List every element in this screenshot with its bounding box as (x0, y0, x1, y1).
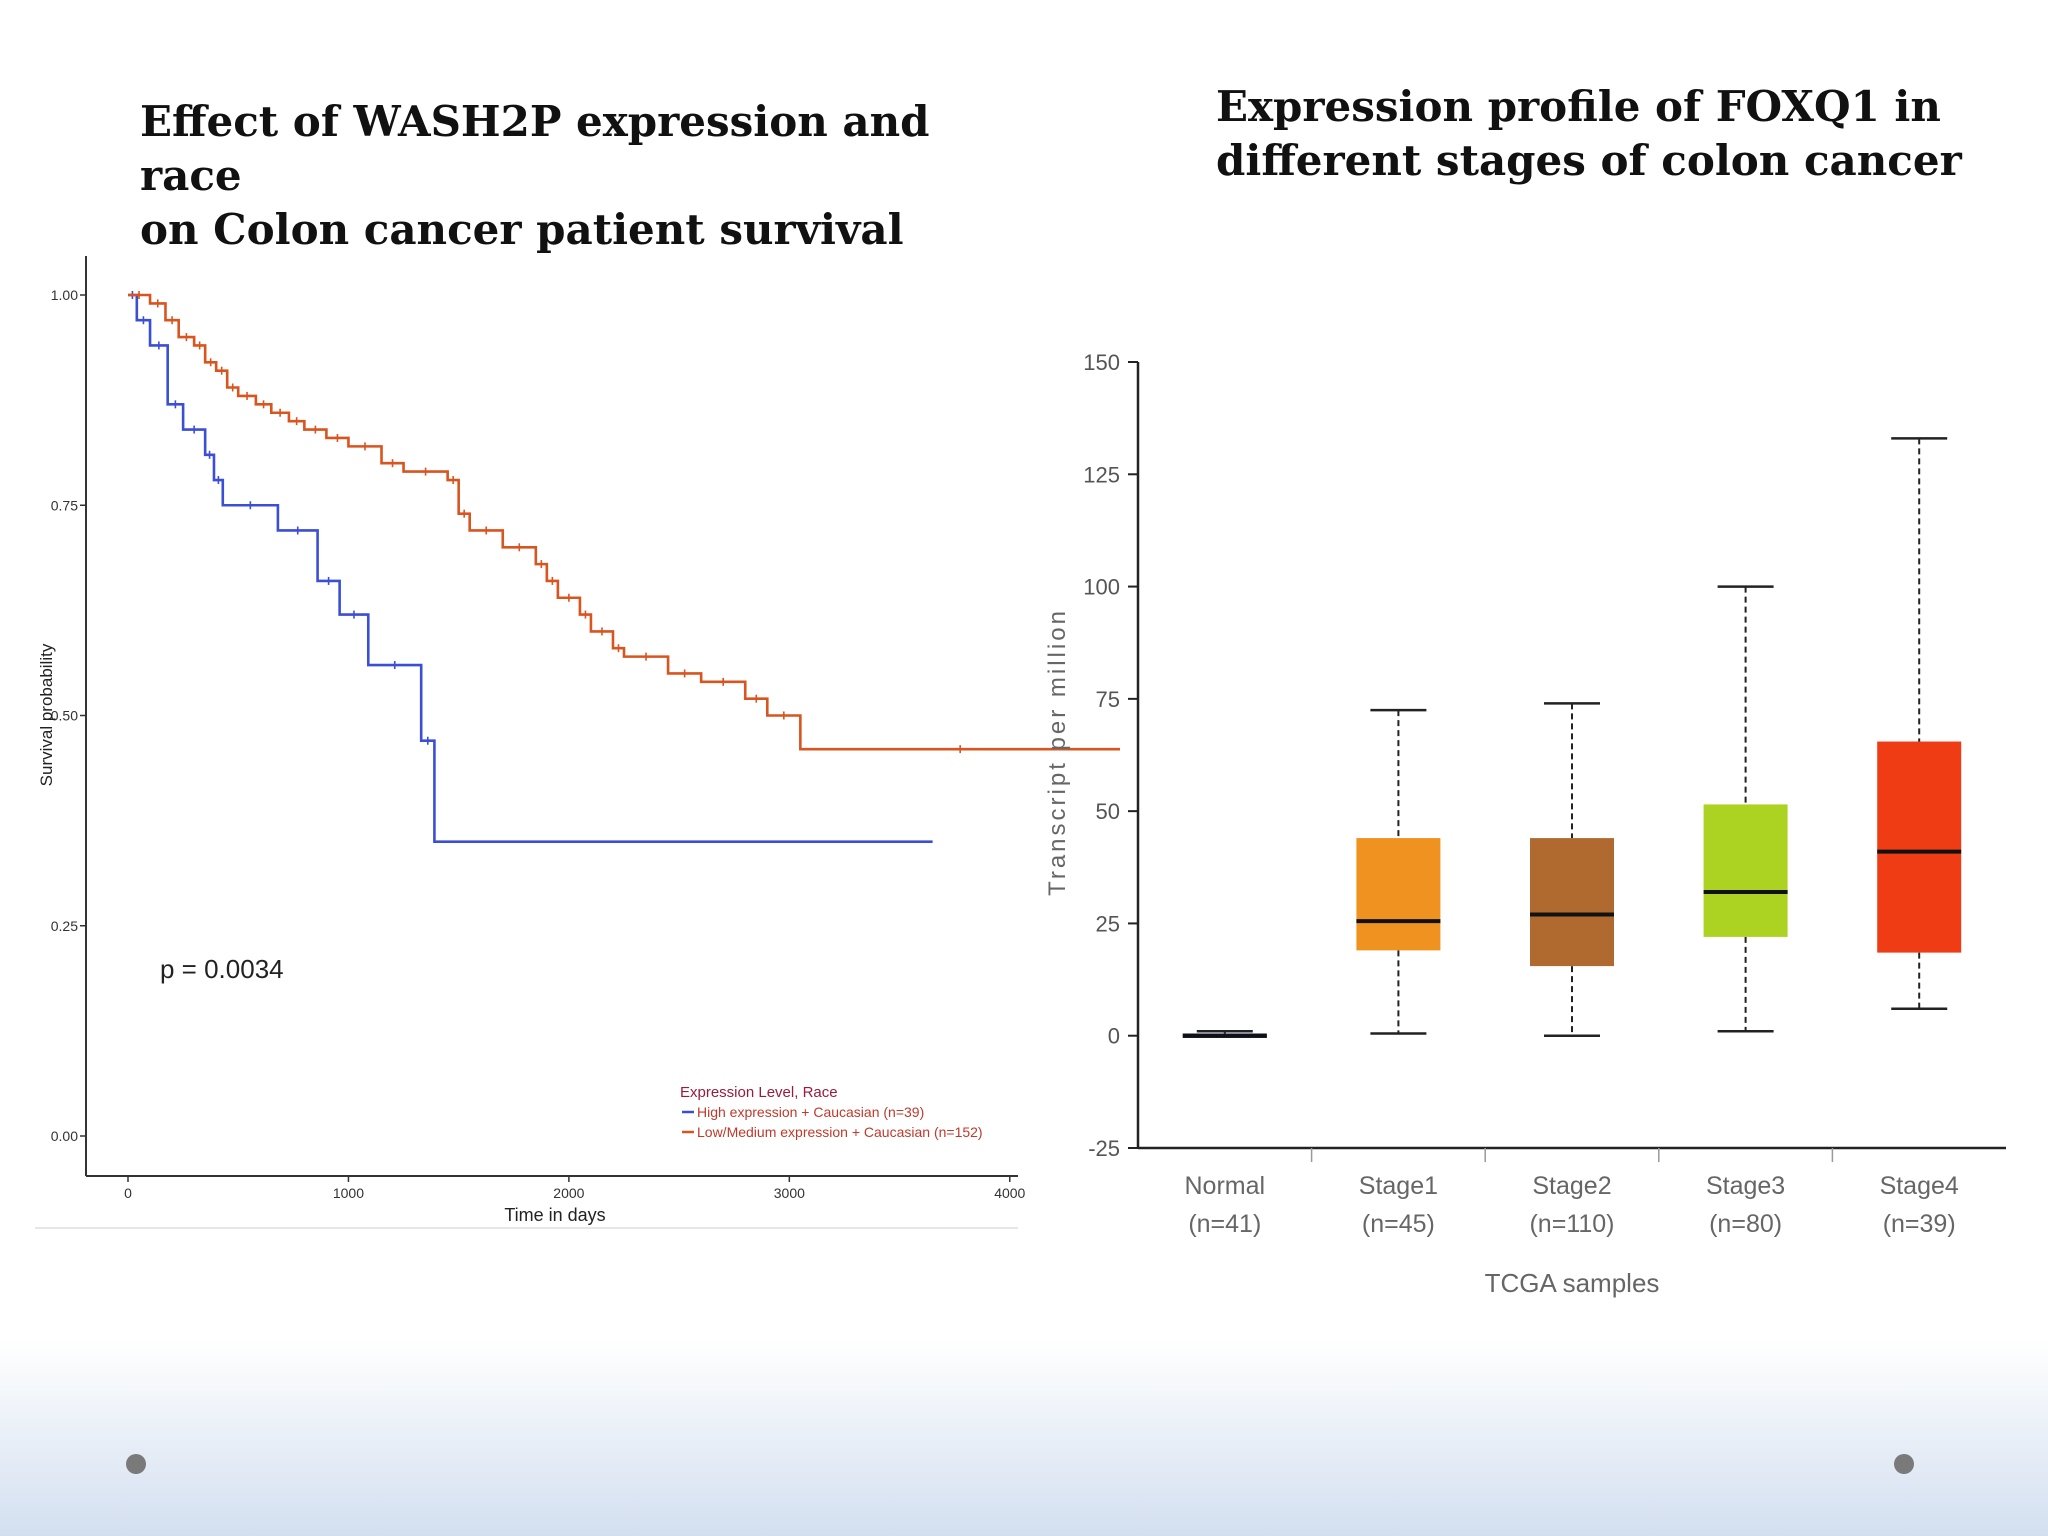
km-legend-entry-0: High expression + Caucasian (n=39) (697, 1104, 924, 1120)
box-y-tick-label: 125 (1083, 462, 1120, 487)
box-group-n-label: (n=39) (1883, 1210, 1956, 1238)
box-group-n-label: (n=110) (1529, 1210, 1614, 1238)
km-p-value: p = 0.0034 (160, 954, 284, 984)
right-chart-title: Expression profile of FOXQ1 in different… (1216, 82, 1962, 185)
box-group-label: Stage2 (1532, 1172, 1611, 1200)
box-y-axis-label: Transcript per million (1044, 608, 1071, 896)
box-group-label: Normal (1185, 1172, 1266, 1200)
km-y-axis-label: Survival probability (37, 643, 56, 786)
box-y-tick-label: 50 (1096, 799, 1120, 824)
km-x-tick-label: 0 (124, 1185, 132, 1201)
km-x-tick-label: 3000 (774, 1185, 805, 1201)
km-legend-title: Expression Level, Race (680, 1084, 838, 1101)
box-group-n-label: (n=45) (1362, 1210, 1435, 1238)
box-stage2 (1530, 838, 1614, 967)
box-y-tick-label: 0 (1108, 1024, 1120, 1049)
box-y-tick-label: 75 (1096, 687, 1120, 712)
km-x-tick-label: 1000 (333, 1185, 364, 1201)
box-group-n-label: (n=41) (1188, 1210, 1261, 1238)
box-y-tick-label: 100 (1083, 575, 1120, 600)
km-x-tick-label: 4000 (994, 1185, 1025, 1201)
km-y-tick-label: 1.00 (51, 287, 78, 303)
box-x-axis-label: TCGA samples (1485, 1268, 1660, 1298)
left-chart-title: Effect of WASH2P expression and race on … (140, 97, 930, 254)
box-stage1 (1356, 838, 1441, 951)
km-y-tick-label: 0.50 (51, 708, 78, 724)
km-y-tick-label: 0.75 (51, 497, 78, 513)
km-x-tick-label: 2000 (553, 1185, 584, 1201)
box-group-label: Stage1 (1359, 1172, 1438, 1200)
km-x-axis-label: Time in days (504, 1205, 605, 1225)
km-y-tick-label: 0.25 (51, 918, 78, 934)
box-stage3 (1703, 804, 1788, 937)
box-group-label: Stage3 (1706, 1172, 1785, 1200)
slide-bullet-left (126, 1454, 146, 1474)
box-group-n-label: (n=80) (1709, 1210, 1782, 1238)
box-group-label: Stage4 (1880, 1172, 1959, 1200)
km-legend-entry-1: Low/Medium expression + Caucasian (n=152… (697, 1124, 983, 1140)
box-stage4 (1877, 741, 1962, 953)
km-y-tick-label: 0.00 (51, 1128, 78, 1144)
box-y-tick-label: -25 (1088, 1136, 1120, 1161)
box-y-tick-label: 25 (1096, 911, 1120, 936)
slide-bullet-right (1894, 1454, 1914, 1474)
box-y-tick-label: 150 (1083, 350, 1120, 375)
